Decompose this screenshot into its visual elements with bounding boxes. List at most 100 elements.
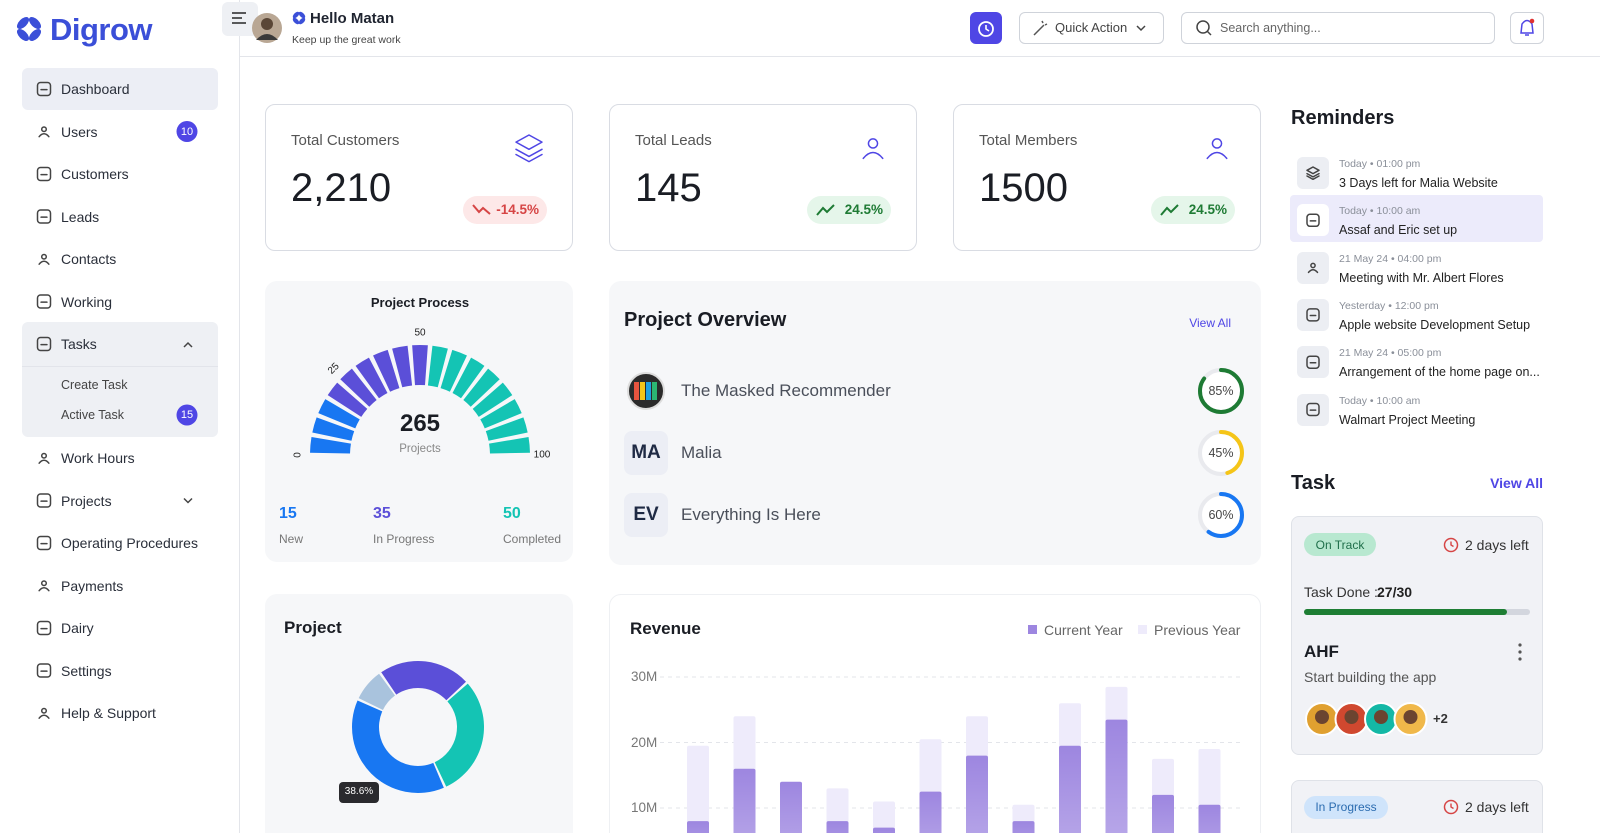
donut-segment	[358, 673, 395, 710]
gauge-segment	[440, 349, 467, 392]
menu-label: Working	[61, 293, 113, 310]
task-description: Start building the app	[1304, 669, 1437, 685]
more-dot	[1518, 643, 1522, 647]
project-logo-part	[646, 382, 651, 400]
icon-part	[867, 138, 879, 149]
project-avatar	[624, 431, 668, 475]
project-initials: EV	[633, 504, 659, 525]
icon-part	[38, 714, 50, 719]
gauge-segment	[355, 357, 388, 399]
overview-title: Project Overview	[624, 309, 787, 331]
icon-part	[862, 151, 884, 160]
progress-label: 85%	[1208, 384, 1234, 398]
search-icon	[1206, 30, 1212, 36]
icon-part	[40, 580, 48, 587]
legend-label: Previous Year	[1154, 621, 1241, 638]
stat-card	[609, 104, 917, 251]
project-name[interactable]: Everything Is Here	[681, 505, 821, 524]
gauge-tick-label: 100	[534, 450, 551, 461]
icon-part	[36, 336, 52, 352]
project-name[interactable]: The Masked Recommender	[681, 381, 891, 400]
gauge-segment	[463, 368, 500, 407]
icon-part	[515, 148, 543, 158]
menu-label: Contacts	[61, 251, 117, 267]
gauge-segment	[427, 345, 448, 388]
task-due: 2 days left	[1465, 537, 1529, 553]
reminder-time: Today • 01:00 pm	[1339, 158, 1421, 170]
icon-part	[36, 620, 52, 636]
search-placeholder: Search anything...	[1220, 21, 1321, 35]
menu-item[interactable]	[22, 68, 218, 110]
logo-mark	[16, 16, 30, 30]
gauge-segment	[452, 357, 485, 399]
stat-change: 24.5%	[1188, 202, 1227, 217]
bar-shade	[733, 768, 756, 833]
task-status: On Track	[1315, 537, 1365, 552]
chevron	[183, 341, 193, 348]
icon-part	[36, 493, 52, 508]
bell-icon	[1520, 19, 1534, 36]
reminder-text: Meeting with Mr. Albert Flores	[1339, 270, 1504, 285]
reminder-time: Today • 10:00 am	[1339, 394, 1421, 407]
clock-icon	[1443, 537, 1459, 553]
icon-part	[515, 134, 543, 151]
reminder-text: 3 Days left for Malia Website	[1339, 176, 1498, 190]
gauge-segment	[489, 437, 530, 454]
icon	[1307, 262, 1319, 274]
greeting-mark	[292, 17, 300, 25]
icon	[862, 138, 884, 160]
status-pill	[1304, 533, 1376, 556]
revenue-title: Revenue	[630, 619, 701, 638]
reminder-time: 21 May 24 • 05:00 pm	[1339, 347, 1442, 360]
collapse-button[interactable]	[222, 2, 258, 36]
icon-part	[515, 153, 543, 163]
menu-label: Tasks	[61, 336, 97, 352]
gauge-segment	[480, 399, 522, 429]
icon-part	[36, 294, 52, 309]
task-due: 2 days left	[1465, 799, 1529, 815]
menu-divider	[22, 366, 218, 367]
project-chart-title: Project	[284, 618, 342, 637]
gauge-segment	[310, 437, 351, 454]
icon-part	[36, 81, 52, 97]
task-done-value: 27/30	[1377, 584, 1413, 600]
menu-label: Settings	[61, 662, 112, 679]
member-face	[1344, 710, 1359, 724]
bar-shade	[687, 821, 709, 833]
logo-mark	[28, 28, 42, 42]
notification-button[interactable]	[1510, 12, 1544, 44]
legend-label: Current Year	[1044, 621, 1123, 638]
quick-action-button[interactable]	[1019, 12, 1164, 44]
gauge-total: 265	[399, 410, 441, 437]
reminder-time: Today • 10:00 am	[1339, 205, 1421, 218]
bell-dot	[1529, 18, 1535, 24]
timer-icon	[985, 25, 990, 32]
reminders-title: Reminders	[1291, 107, 1395, 129]
icon	[1306, 355, 1320, 369]
gauge-segment	[340, 368, 377, 407]
avatar-head	[261, 18, 273, 30]
overview-view-all[interactable]: View All	[1189, 316, 1231, 330]
gauge-segment	[318, 399, 360, 429]
status-pill	[1304, 796, 1388, 819]
more-dot	[1518, 657, 1522, 661]
search-box[interactable]	[1181, 12, 1495, 44]
task-view-all[interactable]: View All	[1490, 475, 1543, 491]
reminder-text: Walmart Project Meeting	[1339, 412, 1476, 427]
icon	[36, 336, 52, 352]
icon-part	[1306, 213, 1320, 228]
icon	[38, 452, 50, 464]
project-name[interactable]: Malia	[681, 443, 722, 462]
gauge-title: Project Process	[370, 295, 470, 310]
icon-part	[1206, 151, 1228, 160]
gauge-tick-label: 25	[326, 361, 342, 377]
menu-label: Users	[61, 123, 98, 140]
task-extra-members: +2	[1433, 711, 1448, 726]
reminder-highlight	[1290, 195, 1543, 243]
menu-label: Projects	[61, 492, 112, 509]
donut-segment	[351, 700, 444, 794]
icon-part	[1211, 138, 1223, 149]
reminder-text: Arrangement of the home page on...	[1339, 365, 1540, 380]
